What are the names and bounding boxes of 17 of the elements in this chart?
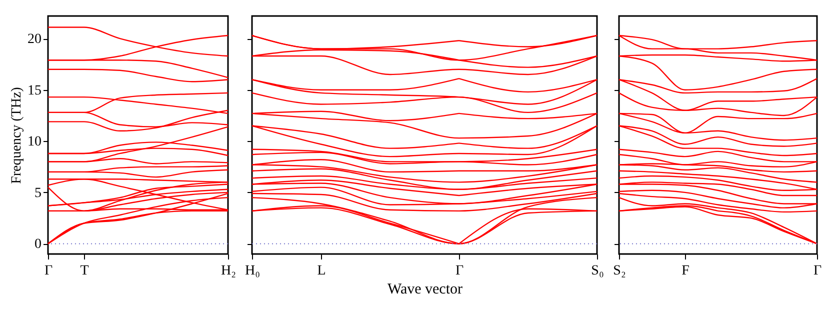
x-tick-label: Γ	[455, 264, 464, 278]
x-tick-label: L	[317, 264, 326, 278]
x-tick-label: Γ	[813, 264, 822, 278]
x-tick-label: S₂	[613, 264, 626, 278]
x-tick-label: H₂	[221, 264, 236, 278]
y-axis-title: Frequency (THz)	[10, 86, 24, 184]
y-tick-label: 20	[28, 32, 42, 48]
x-tick-label: T	[80, 264, 90, 278]
x-tick-label: H₀	[245, 264, 260, 278]
x-tick-label: S₀	[591, 264, 604, 278]
y-tick-label: 10	[28, 134, 42, 150]
x-axis-title: Wave vector	[388, 282, 463, 298]
y-tick-label: 5	[34, 186, 42, 201]
y-tick-label: 15	[28, 83, 42, 98]
y-tick-label: 0	[34, 237, 42, 252]
x-tick-label: F	[682, 264, 690, 278]
x-tick-label: Γ	[44, 264, 53, 278]
